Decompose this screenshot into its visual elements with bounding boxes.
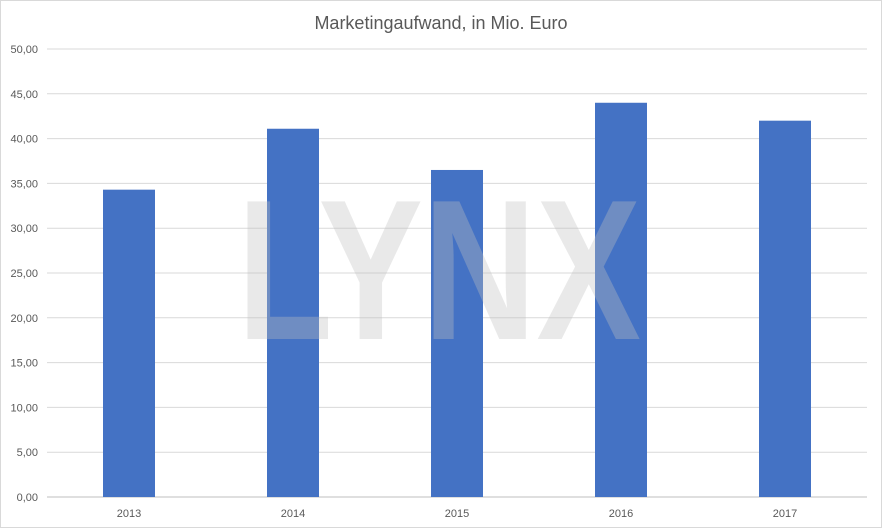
watermark: LYNX (237, 159, 641, 382)
bar-2016 (595, 102, 647, 497)
watermark-text: LYNX (237, 159, 641, 382)
y-tick-label: 50,00 (10, 44, 38, 56)
y-tick-label: 25,00 (10, 268, 38, 280)
bar-2014 (267, 128, 319, 497)
bar-2015 (431, 169, 483, 497)
y-tick-label: 35,00 (10, 178, 38, 190)
bar-2017 (759, 120, 811, 498)
x-tick-label: 2013 (117, 508, 141, 520)
axes: 0,00 5,00 10,00 15,00 20,00 25,00 30,00 35,00 40… (10, 44, 797, 520)
bar-2013 (103, 189, 155, 497)
y-tick-label: 45,00 (10, 89, 38, 101)
x-tick-label: 2014 (281, 508, 305, 520)
chart-title: Marketingaufwand, in Mio. Euro (314, 13, 567, 33)
y-tick-label: 40,00 (10, 134, 38, 146)
y-tick-label: 30,00 (10, 223, 38, 235)
y-tick-label: 5,00 (17, 447, 38, 459)
y-tick-label: 0,00 (17, 492, 38, 504)
y-tick-label: 10,00 (10, 402, 38, 414)
y-tick-label: 20,00 (10, 313, 38, 325)
bar-series (103, 102, 811, 498)
x-tick-label: 2017 (773, 508, 797, 520)
x-tick-label: 2016 (609, 508, 633, 520)
x-tick-label: 2015 (445, 508, 469, 520)
y-tick-label: 15,00 (10, 358, 38, 370)
